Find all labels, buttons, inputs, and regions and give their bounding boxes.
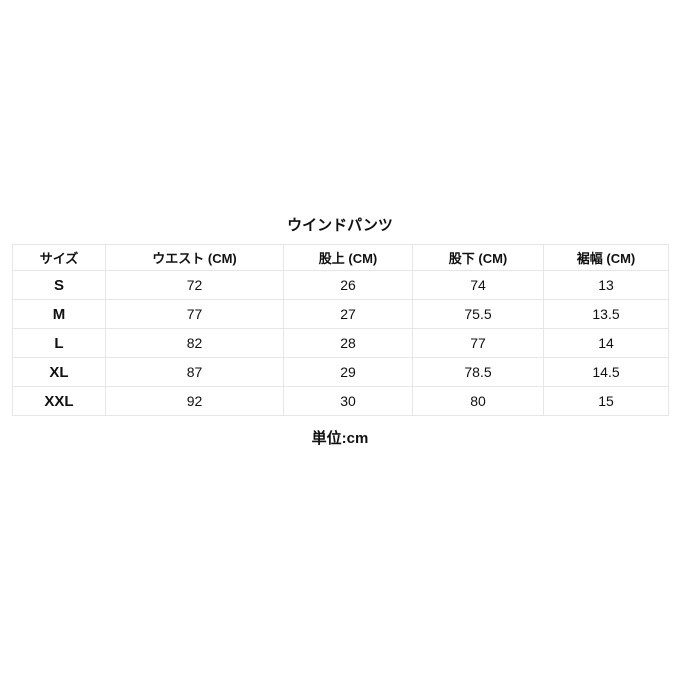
table-cell: 77: [105, 299, 284, 329]
table-cell: 92: [105, 386, 284, 416]
size-table: サイズ ウエスト (CM) 股上 (CM) 股下 (CM) 裾幅 (CM) S 72 26 7…: [12, 244, 669, 416]
table-row: XL 87 29 78.5 14.5: [12, 357, 669, 387]
size-label: L: [12, 328, 106, 358]
unit-note: 単位:cm: [311, 430, 369, 447]
table-cell: 82: [105, 328, 284, 358]
table-cell: 15: [543, 386, 669, 416]
table-cell: 75.5: [412, 299, 544, 329]
size-label: XL: [12, 357, 106, 387]
table-cell: 87: [105, 357, 284, 387]
table-cell: 14: [543, 328, 669, 358]
table-header-row: サイズ ウエスト (CM) 股上 (CM) 股下 (CM) 裾幅 (CM): [12, 244, 669, 271]
table-cell: 77: [412, 328, 544, 358]
table-cell: 28: [283, 328, 413, 358]
table-title: ウインドパンツ: [287, 217, 393, 234]
column-header: ウエスト (CM): [105, 244, 284, 271]
column-header: サイズ: [12, 244, 106, 271]
size-label: M: [12, 299, 106, 329]
table-cell: 80: [412, 386, 544, 416]
table-cell: 72: [105, 270, 284, 300]
table-cell: 29: [283, 357, 413, 387]
size-label: S: [12, 270, 106, 300]
table-cell: 30: [283, 386, 413, 416]
table-cell: 13.5: [543, 299, 669, 329]
table-cell: 14.5: [543, 357, 669, 387]
column-header: 裾幅 (CM): [543, 244, 669, 271]
table-row: S 72 26 74 13: [12, 270, 669, 300]
table-row: M 77 27 75.5 13.5: [12, 299, 669, 329]
table-cell: 26: [283, 270, 413, 300]
table-cell: 13: [543, 270, 669, 300]
size-label: XXL: [12, 386, 106, 416]
table-cell: 74: [412, 270, 544, 300]
table-row: L 82 28 77 14: [12, 328, 669, 358]
table-row: XXL 92 30 80 15: [12, 386, 669, 416]
table-cell: 27: [283, 299, 413, 329]
column-header: 股上 (CM): [283, 244, 413, 271]
column-header: 股下 (CM): [412, 244, 544, 271]
table-cell: 78.5: [412, 357, 544, 387]
